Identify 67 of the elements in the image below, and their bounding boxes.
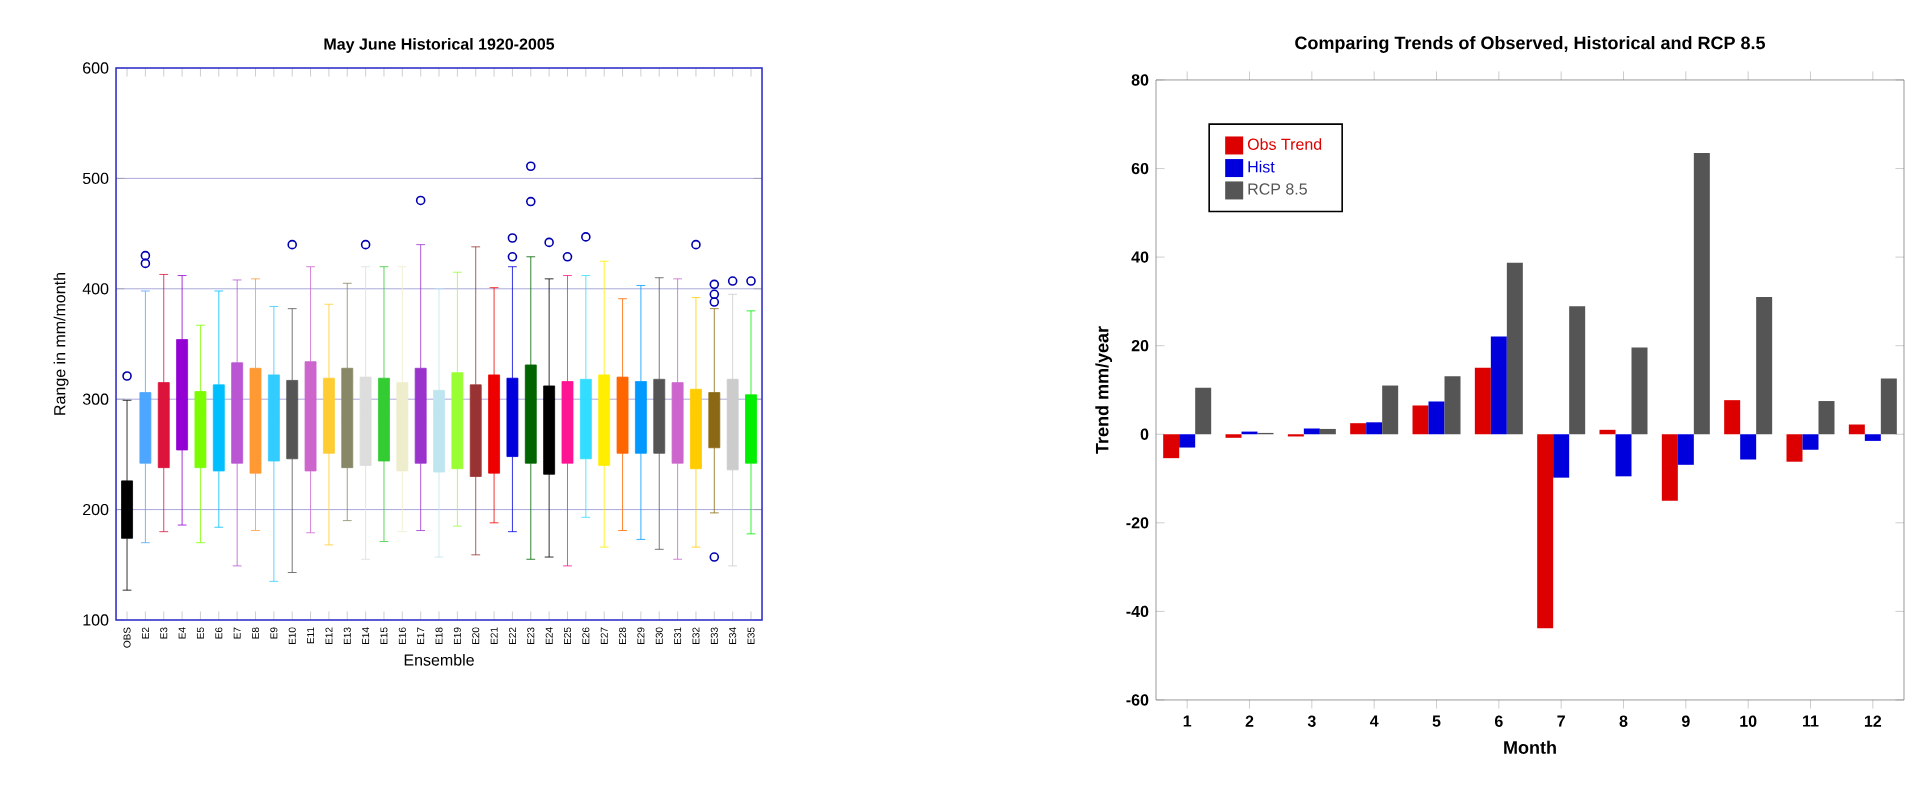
chart-title: May June Historical 1920-2005 bbox=[324, 38, 555, 53]
legend-label: RCP 8.5 bbox=[1248, 183, 1307, 195]
x-axis-title: Ensemble bbox=[404, 653, 474, 666]
bar bbox=[1490, 336, 1507, 435]
y-tick-label: 100 bbox=[83, 614, 109, 626]
x-tick-label: 5 bbox=[1432, 715, 1441, 727]
x-tick-label: 9 bbox=[1681, 715, 1690, 727]
bar bbox=[1677, 434, 1694, 465]
bar bbox=[1428, 401, 1445, 435]
x-tick-label: 11 bbox=[1803, 715, 1819, 727]
y-tick-label: 40 bbox=[1131, 251, 1149, 263]
bar bbox=[1366, 422, 1383, 435]
chart-title: Comparing Trends of Observed, Historical and RCP 8.5 bbox=[1295, 36, 1766, 53]
x-tick-label: 1 bbox=[1183, 715, 1192, 727]
x-tick-label: 3 bbox=[1307, 715, 1316, 727]
bar bbox=[1382, 385, 1399, 435]
y-tick-label: 80 bbox=[1131, 74, 1149, 86]
y-tick-label: 300 bbox=[82, 393, 109, 405]
legend-label: Hist bbox=[1248, 160, 1275, 173]
x-tick-label: 2 bbox=[1245, 715, 1254, 727]
bar bbox=[1661, 434, 1678, 501]
bar bbox=[1786, 434, 1803, 462]
legend-label: Obs Trend bbox=[1247, 138, 1322, 150]
bar bbox=[1615, 434, 1632, 477]
bar bbox=[1802, 434, 1819, 450]
y-axis-title: Trend mm/year bbox=[1095, 326, 1113, 454]
y-tick-label: 60 bbox=[1131, 162, 1149, 175]
bar bbox=[1599, 429, 1616, 435]
x-tick-label: 12 bbox=[1864, 715, 1882, 727]
y-tick-label: 500 bbox=[82, 172, 109, 185]
bar bbox=[1303, 428, 1320, 435]
bar bbox=[1569, 306, 1586, 435]
bar bbox=[1693, 153, 1710, 435]
bar bbox=[1163, 434, 1180, 459]
x-tick-label: 7 bbox=[1557, 715, 1565, 727]
y-axis-title: Range in mm/month bbox=[53, 273, 69, 415]
bar bbox=[1740, 434, 1757, 460]
y-tick-label: -40 bbox=[1126, 605, 1149, 618]
bar bbox=[1195, 387, 1212, 435]
bar bbox=[1818, 401, 1835, 435]
x-axis-title: Month bbox=[1504, 740, 1556, 754]
bar bbox=[1631, 347, 1648, 435]
bar bbox=[1350, 423, 1367, 435]
bar bbox=[1724, 400, 1741, 435]
bar bbox=[1506, 262, 1523, 435]
y-tick-label: 600 bbox=[83, 62, 109, 74]
y-tick-label: -20 bbox=[1126, 517, 1149, 529]
x-tick-label: 4 bbox=[1369, 715, 1379, 727]
bar bbox=[1444, 376, 1461, 435]
y-tick-label: 200 bbox=[83, 503, 109, 516]
y-tick-label: -60 bbox=[1126, 694, 1149, 706]
bar bbox=[1474, 367, 1491, 435]
x-tick-label: 8 bbox=[1619, 715, 1628, 727]
bar bbox=[1537, 434, 1554, 629]
y-tick-label: 20 bbox=[1131, 340, 1149, 352]
y-tick-label: 0 bbox=[1140, 428, 1149, 440]
y-tick-label: 400 bbox=[82, 283, 109, 295]
bar bbox=[1756, 296, 1773, 435]
bar bbox=[1179, 434, 1196, 448]
bar bbox=[1319, 428, 1336, 435]
bar bbox=[1553, 434, 1570, 478]
x-tick-label: 10 bbox=[1740, 715, 1757, 727]
bar bbox=[1848, 424, 1865, 435]
bar bbox=[1864, 434, 1881, 441]
bar bbox=[1412, 405, 1429, 435]
bar bbox=[1880, 378, 1897, 435]
x-tick-label: 6 bbox=[1494, 715, 1503, 727]
